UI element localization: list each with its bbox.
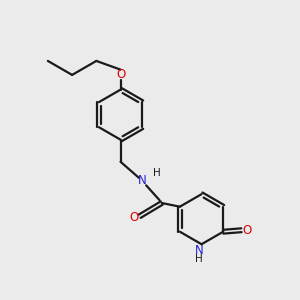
Text: O: O (116, 68, 125, 81)
Text: N: N (138, 174, 147, 188)
Text: H: H (154, 168, 161, 178)
Text: N: N (195, 244, 203, 257)
Text: H: H (195, 254, 203, 264)
Text: O: O (243, 224, 252, 237)
Text: O: O (130, 211, 139, 224)
